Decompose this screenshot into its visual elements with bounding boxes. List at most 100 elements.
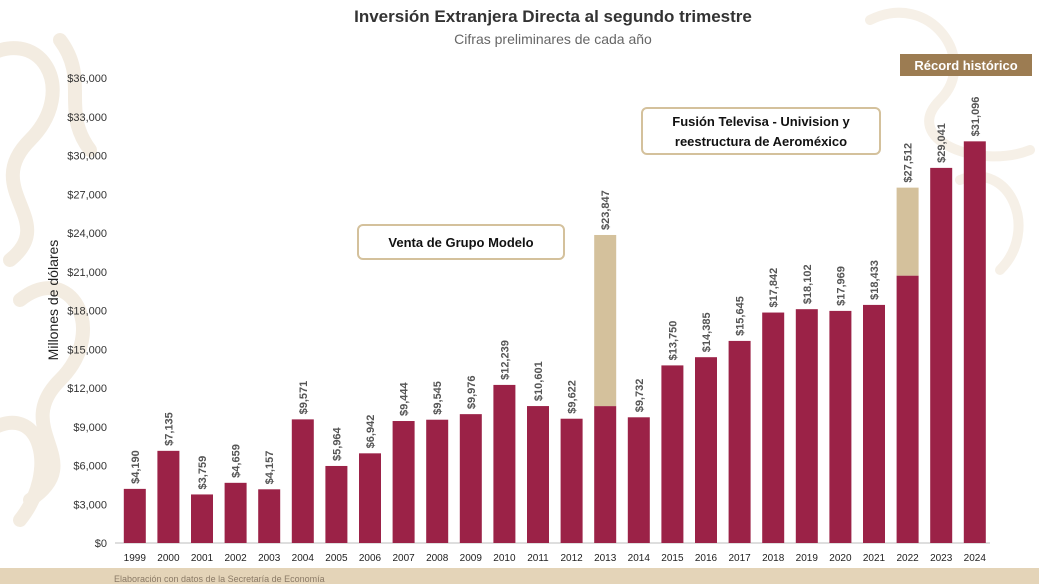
x-tick-label: 2004 [292,553,315,564]
data-label: $9,545 [432,381,444,415]
x-tick-label: 2002 [224,553,247,564]
x-tick-label: 2010 [493,553,516,564]
bar-2022 [896,275,919,543]
data-label: $4,190 [130,450,142,484]
x-tick-label: 2015 [661,553,684,564]
y-tick-label: $33,000 [67,112,107,124]
data-label: $12,239 [499,340,511,380]
annotation-televisa: Fusión Televisa - Univision y reestructu… [641,107,881,155]
x-tick-label: 2000 [157,553,180,564]
x-tick-label: 2020 [829,553,852,564]
bar-2013 [594,406,617,543]
data-label: $9,622 [567,380,579,414]
data-label: $4,659 [231,444,243,478]
data-label: $9,571 [298,381,310,415]
x-tick-label: 2012 [560,553,583,564]
bar-2004 [291,419,314,543]
bar-2009 [459,414,482,543]
data-label: $13,750 [667,321,679,361]
y-tick-label: $9,000 [73,422,107,434]
data-label: $9,444 [399,381,411,416]
y-axis-ticks: $0 $3,000 $6,000 $9,000 $12,000 $15,000 $18,00… [67,73,107,550]
data-label: $9,732 [634,379,646,413]
bar-2002 [224,482,247,543]
x-tick-label: 2016 [695,553,718,564]
footer-source-note: Elaboración con datos de la Secretaría d… [114,574,325,584]
bar-2014 [627,417,650,543]
data-label: $18,433 [869,260,881,300]
x-tick-label: 2022 [896,553,919,564]
x-axis-ticks: 1999 2000 2001 2002 2003 2004 2005 2006 2007 2008… [124,553,987,564]
data-label: $5,964 [331,426,343,461]
data-label: $6,942 [365,415,377,449]
bar-2020 [829,310,852,543]
data-labels: $4,190 $7,135 $3,759 $4,659 $4,157 $9,571 $5,9… [130,97,982,490]
bar-2024 [963,141,986,544]
bar-2015 [661,365,684,543]
bar-1999 [123,488,146,543]
y-tick-label: $18,000 [67,306,107,318]
bar-segment-extra-2013 [594,234,617,407]
bar-2019 [795,309,818,543]
y-tick-label: $12,000 [67,383,107,395]
x-tick-label: 2006 [359,553,382,564]
x-tick-label: 2009 [460,553,483,564]
data-label: $18,102 [802,264,814,304]
data-label: $10,601 [533,361,545,401]
data-label: $9,976 [466,375,478,409]
data-label: $14,385 [701,312,713,352]
bars [123,141,986,544]
x-tick-label: 2021 [863,553,886,564]
y-tick-label: $27,000 [67,189,107,201]
x-tick-label: 2007 [392,553,415,564]
bar-2003 [258,489,281,543]
y-axis-label: Millones de dólares [45,240,61,361]
bar-2001 [191,494,213,543]
x-tick-label: 2013 [594,553,617,564]
x-tick-label: 2024 [964,553,987,564]
data-label: $3,759 [197,456,209,490]
x-tick-label: 2017 [728,553,751,564]
y-tick-label: $21,000 [67,267,107,279]
bar-2006 [359,453,381,543]
x-tick-label: 1999 [124,553,147,564]
footer-band [0,568,1039,584]
x-tick-label: 2011 [527,553,549,564]
bar-2017 [728,340,751,543]
annotation-televisa-line2: reestructura de Aeroméxico [675,134,847,149]
y-tick-label: $6,000 [73,461,107,473]
annotation-grupo-modelo: Venta de Grupo Modelo [357,224,565,260]
data-label: $27,512 [903,143,915,183]
x-tick-label: 2001 [191,553,214,564]
bar-2011 [527,406,549,543]
bar-2005 [325,465,348,543]
data-label: $23,847 [600,190,612,230]
bar-2018 [762,312,785,543]
bar-2023 [930,167,953,543]
bar-2021 [863,304,885,543]
y-tick-label: $3,000 [73,499,107,511]
bar-2012 [560,418,583,543]
data-label: $17,842 [768,268,780,308]
y-tick-label: $24,000 [67,228,107,240]
bar-segment-extra-2022 [896,187,919,276]
y-tick-label: $15,000 [67,344,107,356]
x-tick-label: 2019 [796,553,819,564]
x-tick-label: 2014 [628,553,651,564]
record-badge: Récord histórico [900,54,1032,76]
x-tick-label: 2008 [426,553,449,564]
data-label: $31,096 [970,97,982,137]
data-label: $17,969 [835,266,847,306]
y-tick-label: $36,000 [67,73,107,85]
bar-2016 [695,357,717,543]
data-label: $15,645 [735,296,747,336]
x-tick-label: 2005 [325,553,348,564]
chart-subtitle: Cifras preliminares de cada año [454,31,652,47]
x-tick-label: 2023 [930,553,953,564]
data-label: $29,041 [936,123,948,163]
bar-2008 [426,419,449,543]
data-label: $4,157 [264,451,276,485]
chart-title: Inversión Extranjera Directa al segundo … [354,7,752,26]
bar-2010 [493,384,516,543]
y-tick-label: $0 [95,538,107,550]
